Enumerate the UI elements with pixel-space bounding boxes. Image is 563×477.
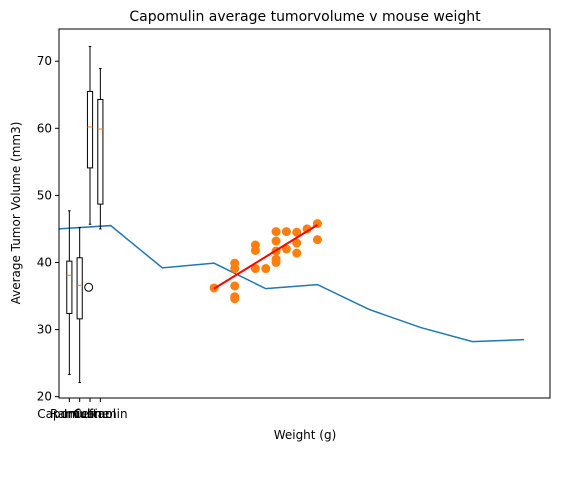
scatter-point: [292, 248, 302, 258]
x-axis-label: Weight (g): [274, 428, 337, 442]
box-iqr: [66, 260, 73, 314]
scatter-point: [292, 238, 302, 248]
box-iqr: [86, 90, 94, 169]
scatter-point: [271, 254, 281, 264]
box-ramicane: [76, 227, 94, 384]
scatter-point: [230, 258, 240, 268]
scatter-point: [271, 236, 281, 246]
flier-point: [84, 282, 94, 292]
y-tick-label: 70: [37, 54, 52, 68]
scatter-point: [261, 264, 271, 274]
box-capomulin: [66, 210, 73, 376]
boxplot-layer: [66, 45, 104, 384]
y-tick-label: 50: [37, 188, 52, 202]
y-tick-label: 60: [37, 121, 52, 135]
scatter-point: [281, 244, 291, 254]
scatter-point: [230, 281, 240, 291]
regression-line: [213, 224, 318, 290]
regression-layer: [213, 224, 318, 290]
x-tick-label: Ramicane: [50, 407, 109, 421]
x-tick-label: Capomulin: [37, 407, 101, 421]
scatter-point: [250, 240, 260, 250]
y-tick-label: 20: [37, 390, 52, 404]
scatter-point: [312, 235, 322, 245]
scatter-point: [292, 227, 302, 237]
scatter-series-layer: [209, 219, 322, 304]
scatter-point: [302, 224, 312, 234]
x-tick-label: Infubinol: [64, 407, 116, 421]
y-axis-label: Average Tumor Volume (mm3): [9, 122, 23, 305]
plot-frame: [58, 28, 551, 399]
scatter-point: [250, 264, 260, 274]
box-iqr: [97, 98, 104, 205]
box-ceftamin: [97, 68, 104, 230]
y-tick-label: 30: [37, 323, 52, 337]
box-iqr: [76, 257, 83, 320]
line-series-layer: [58, 224, 525, 343]
x-tick-label: Ceftamin: [73, 407, 127, 421]
scatter-point: [230, 292, 240, 302]
y-tick-label: 40: [37, 255, 52, 269]
series-line: [58, 224, 525, 343]
scatter-point: [281, 227, 291, 237]
scatter-point: [271, 227, 281, 237]
box-infubinol: [86, 45, 94, 225]
y-axis-ticks: 20 30 40 50 60 70: [37, 54, 59, 404]
chart-title: Capomulin average tumorvolume v mouse we…: [129, 9, 481, 25]
